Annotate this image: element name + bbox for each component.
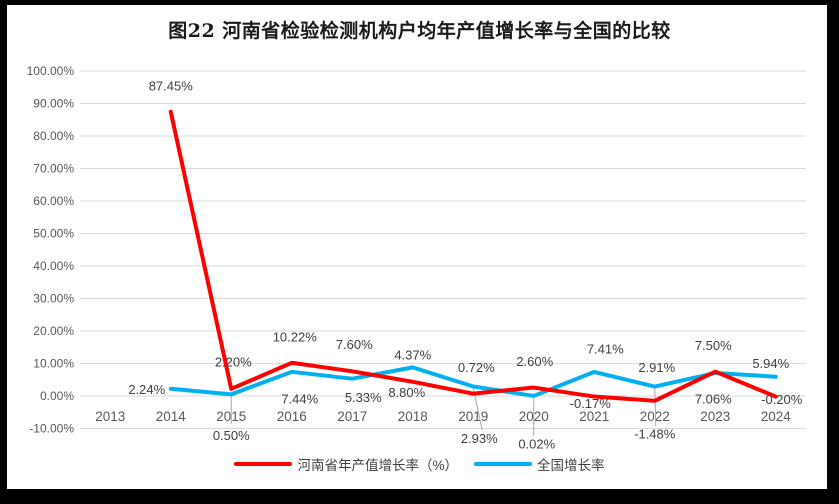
data-label: 2.60% xyxy=(516,354,553,369)
y-axis-tick: 70.00% xyxy=(33,162,74,176)
series-line-national xyxy=(168,365,778,398)
y-axis-tick: 100.00% xyxy=(27,64,75,78)
x-axis-tick: 2013 xyxy=(95,409,125,424)
y-axis-tick: 50.00% xyxy=(33,227,74,241)
x-axis-labels: 2013 2014 2015 2016 2017 2018 2019 2020 2021 2022… xyxy=(95,409,791,424)
y-axis-tick: 20.00% xyxy=(33,324,74,338)
x-axis-tick: 2018 xyxy=(398,409,428,424)
x-axis-tick: 2019 xyxy=(458,409,488,424)
data-label: 7.50% xyxy=(695,338,732,353)
data-label: 10.22% xyxy=(273,329,318,344)
legend-red-line-icon xyxy=(234,461,293,467)
y-axis-tick: -10.00% xyxy=(29,422,74,436)
data-label: 4.37% xyxy=(394,347,431,362)
y-gridlines xyxy=(80,70,806,429)
chart-title: 图22 河南省检验检测机构户均年产值增长率与全国的比较 xyxy=(168,20,671,42)
leader-line xyxy=(654,388,657,427)
data-label: 2.93% xyxy=(461,431,498,446)
data-label: 7.41% xyxy=(587,341,624,356)
y-axis-tick: 60.00% xyxy=(33,194,74,208)
data-label: 2.24% xyxy=(128,382,165,397)
data-label: 5.94% xyxy=(752,356,789,371)
data-labels: 87.45% 2.20% 10.22% 7.60% 4.37% 0.72% 2.60% -0.… xyxy=(128,78,802,451)
legend: 河南省年产值增长率（%） 全国增长率 xyxy=(0,454,839,474)
data-label: 7.06% xyxy=(695,392,732,407)
series-line-henan xyxy=(168,109,778,403)
data-label: 5.33% xyxy=(345,390,382,405)
legend-label-henan: 河南省年产值增长率（%） xyxy=(297,458,458,473)
y-axis-tick: 80.00% xyxy=(33,129,74,143)
x-axis-tick: 2021 xyxy=(579,409,609,424)
y-axis-tick: 10.00% xyxy=(33,357,74,371)
y-axis-tick: 0.00% xyxy=(40,389,74,403)
chart-canvas xyxy=(7,5,827,489)
data-label: 2.20% xyxy=(215,354,252,369)
y-axis-tick: 90.00% xyxy=(33,97,74,111)
data-label: 0.02% xyxy=(518,436,555,451)
legend-item-henan: 河南省年产值增长率（%） xyxy=(234,454,458,474)
x-axis-tick: 2017 xyxy=(337,409,367,424)
x-axis-tick: 2016 xyxy=(277,409,307,424)
data-label: 0.50% xyxy=(213,428,250,443)
data-label: 8.80% xyxy=(388,385,425,400)
x-axis-tick: 2024 xyxy=(761,409,792,424)
data-label: -0.17% xyxy=(570,396,612,411)
legend-item-national: 全国增长率 xyxy=(474,454,605,474)
x-axis-tick: 2014 xyxy=(156,409,187,424)
legend-label-national: 全国增长率 xyxy=(537,458,605,473)
data-label: 2.91% xyxy=(638,360,675,375)
data-label: 7.60% xyxy=(336,337,373,352)
data-label: -0.20% xyxy=(761,392,803,407)
data-label: 0.72% xyxy=(458,360,495,375)
legend-blue-line-icon xyxy=(474,461,532,467)
x-axis-tick: 2023 xyxy=(700,409,730,424)
y-axis-labels: 100.00% 90.00% 80.00% 70.00% 60.00% 50.00% 40.… xyxy=(27,64,75,436)
x-axis-tick: 2022 xyxy=(640,409,670,424)
y-axis-tick: 40.00% xyxy=(33,259,74,273)
y-axis-tick: 30.00% xyxy=(33,292,74,306)
data-label: -1.48% xyxy=(634,426,676,441)
data-label: 87.45% xyxy=(149,78,194,93)
data-label: 7.44% xyxy=(281,391,318,406)
